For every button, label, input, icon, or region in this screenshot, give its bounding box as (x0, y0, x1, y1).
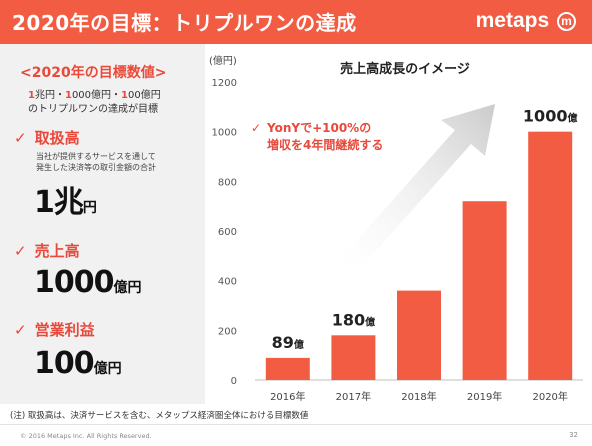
slide-title: 2020年の目標：トリプルワンの達成 (12, 11, 357, 35)
kpi-profit-value: 100億円 (34, 346, 122, 381)
y-tick-label: 800 (218, 177, 237, 188)
y-tick-label: 0 (231, 376, 237, 387)
chart-title: 売上高成長のイメージ (340, 61, 470, 77)
bar-2016年 (265, 357, 310, 380)
copyright: © 2016 Metaps Inc. All Rights Reserved. (20, 432, 152, 440)
y-tick-label: 1200 (212, 78, 237, 89)
revenue-chart: 売上高成長のイメージ (億円) 0 200 400 600 800 1000 1200 2016年… (205, 44, 592, 404)
goals-target-line: 1兆円・1000億円・100億円 (28, 90, 161, 101)
y-tick-label: 200 (218, 326, 237, 337)
growth-arrow-icon (343, 104, 495, 270)
x-tick-label: 2019年 (467, 390, 502, 403)
check-icon: ✓ (14, 242, 27, 260)
kpi-volume-title: ✓ 取扱高 (14, 129, 80, 147)
goals-heading: <2020年の目標数値> (20, 65, 167, 81)
revenue-chart-svg: 売上高成長のイメージ (億円) 0 200 400 600 800 1000 1200 2016年… (209, 54, 583, 403)
data-label: 89億 (272, 333, 304, 352)
x-tick-label: 2016年 (270, 390, 305, 403)
y-tick-label: 600 (218, 227, 237, 238)
check-icon: ✓ (14, 321, 27, 339)
check-icon: ✓ (14, 129, 27, 147)
metaps-logo: metaps m (476, 9, 576, 33)
annotation-line-1: YonYで+100%の (266, 121, 371, 135)
x-tick-label: 2017年 (336, 390, 371, 403)
bar-2018年 (397, 290, 441, 380)
footnote: (注) 取扱高は、決済サービスを含む、メタップス経済圏全体における目標数値 (10, 411, 309, 421)
x-tick-label: 2020年 (532, 390, 567, 403)
goals-target-caption: のトリプルワンの達成が目標 (28, 104, 158, 115)
kpi-revenue-value: 1000億円 (34, 265, 142, 300)
bar-2019年 (462, 201, 507, 380)
logo-mark-icon: m (557, 12, 576, 31)
y-tick-label: 1000 (212, 128, 237, 139)
annotation-check-icon: ✓ (251, 121, 261, 135)
data-label: 180億 (332, 310, 375, 329)
data-label: 1000億 (523, 107, 578, 126)
footer: © 2016 Metaps Inc. All Rights Reserved. … (0, 424, 592, 446)
bar-2020年 (528, 131, 573, 380)
x-tick-label: 2018年 (401, 390, 436, 403)
kpi-volume-description: 当社が提供するサービスを通して 発生した決済等の取引金額の合計 (36, 152, 156, 172)
kpi-revenue-title: ✓ 売上高 (14, 242, 80, 260)
annotation-line-2: 増収を4年間継続する (267, 137, 383, 152)
bar-2017年 (331, 335, 376, 380)
goals-panel: <2020年の目標数値> 1兆円・1000億円・100億円 のトリプルワンの達成… (0, 44, 205, 404)
kpi-profit-title: ✓ 営業利益 (14, 321, 95, 339)
kpi-volume-value: 1兆円 (34, 185, 97, 220)
page-number: 32 (569, 431, 578, 439)
y-axis-label: (億円) (209, 54, 237, 67)
logo-text: metaps (475, 9, 550, 32)
header-bar: 2020年の目標：トリプルワンの達成 metaps m (0, 0, 592, 44)
y-tick-label: 400 (218, 277, 237, 288)
